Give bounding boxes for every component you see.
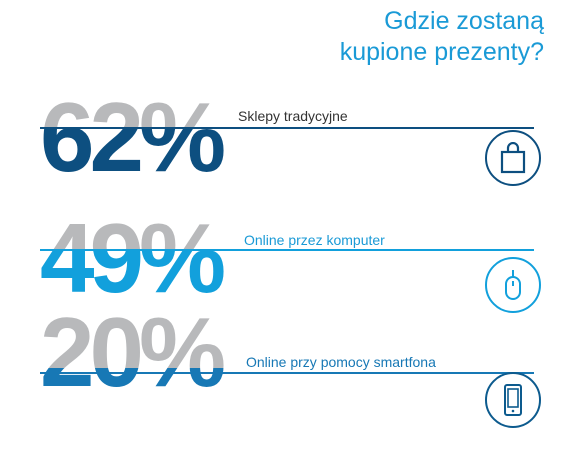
- percentage-value-49: 49% 49%: [40, 215, 229, 313]
- divider-line: [40, 249, 534, 251]
- category-label: Online przez komputer: [244, 232, 385, 248]
- shopping-bag-icon: [485, 130, 541, 186]
- percentage-value-62: 62% 62%: [40, 94, 229, 192]
- percentage-text-top: 49%: [40, 203, 224, 313]
- stat-row-sklepy: 62% 62% Sklepy tradycyjne: [0, 94, 578, 214]
- stat-row-komputer: 49% 49% Online przez komputer: [0, 215, 578, 335]
- divider-line: [40, 127, 534, 129]
- percentage-text-top: 20%: [40, 297, 224, 407]
- stat-row-smartfon: 20% 20% Online przy pomocy smartfona: [0, 314, 578, 434]
- percentage-text-top: 62%: [40, 82, 224, 192]
- divider-line: [40, 372, 534, 374]
- computer-mouse-icon: [485, 257, 541, 313]
- percentage-text-bottom: 62%: [40, 82, 224, 192]
- chart-title-line-2: kupione prezenty?: [339, 38, 544, 66]
- category-label: Online przy pomocy smartfona: [246, 354, 436, 370]
- chart-title: Gdzie zostaną kupione prezenty?: [284, 6, 544, 68]
- chart-title-line-1: Gdzie zostaną: [384, 7, 544, 35]
- category-label: Sklepy tradycyjne: [238, 108, 348, 124]
- percentage-text-bottom: 20%: [40, 297, 224, 407]
- percentage-text-bottom: 49%: [40, 203, 224, 313]
- percentage-value-20: 20% 20%: [40, 314, 229, 407]
- smartphone-icon: [485, 372, 541, 428]
